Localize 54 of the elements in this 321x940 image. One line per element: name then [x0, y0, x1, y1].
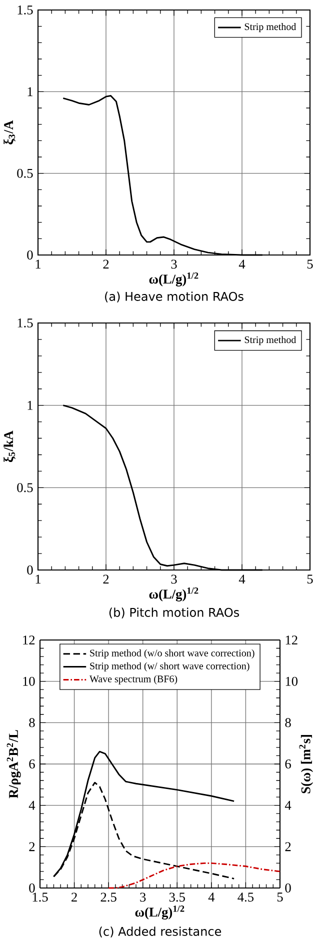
y2-tick-label: 12: [286, 636, 298, 644]
x-tick-label: 4: [238, 574, 246, 584]
y-tick-label: 0: [27, 250, 33, 260]
y2-tick-label: 8: [285, 718, 291, 728]
x-axis-title: ω(L/g)$^{1/2}$: [135, 906, 184, 920]
y-tick-label: 1.5: [18, 6, 33, 15]
text: (b) Pitch motion RAOs: [109, 608, 240, 618]
x-tick-label: 2: [103, 260, 109, 269]
y-tick-label: 0.5: [17, 483, 33, 492]
y-tick-label: 12: [23, 636, 35, 644]
x-tick-label: 5: [307, 260, 313, 269]
y2-tick-label: 6: [285, 760, 291, 768]
y-tick-label: 0: [29, 883, 35, 892]
x-tick-label: 4: [238, 260, 246, 268]
y-tick-label: 0.5: [17, 168, 33, 178]
x-axis-title: ω(L/g)$^{1/2}$: [149, 272, 198, 286]
x-tick-label: 3.5: [169, 892, 185, 902]
x-tick-label: 1: [36, 260, 41, 269]
x-tick-label: 2: [72, 892, 77, 902]
y-tick-label: 8: [29, 718, 35, 728]
text: (a) Heave motion RAOs: [105, 292, 244, 302]
x-tick-label: 2: [103, 574, 109, 584]
legend-label: Strip method: [244, 336, 296, 346]
y2-tick-label: 4: [284, 800, 292, 810]
y-axis-title: R/ρgA$^{2}$B$^{2}$/L: [6, 730, 21, 798]
x-tick-label: 5: [307, 574, 313, 584]
legend-label: Strip method (w/ short wave correction): [90, 662, 250, 672]
x-tick-label: 3: [171, 260, 177, 269]
x-tick-label: 2.5: [100, 892, 116, 902]
y2-tick-label: 10: [286, 676, 298, 686]
y-tick-label: 2: [29, 842, 35, 852]
x-tick-label: 5: [277, 892, 283, 902]
y-axis-title: ξ$_{5}$/kA: [4, 430, 16, 462]
legend-label: Strip method (w/o short wave correction): [90, 649, 254, 658]
y-tick-label: 1: [28, 400, 32, 410]
x-tick-label: 3: [140, 892, 146, 902]
y2-axis-title: S(ω) [m$^{2}$s]: [299, 735, 314, 794]
y-tick-label: 6: [29, 760, 35, 768]
y-tick-label: 10: [23, 676, 35, 686]
x-axis-title: ω(L/g)$^{1/2}$: [149, 587, 198, 602]
y2-tick-label: 0: [285, 883, 291, 892]
x-tick-label: 4: [208, 892, 215, 902]
x-tick-label: 1: [36, 574, 41, 584]
y-tick-label: 1: [28, 87, 32, 96]
legend-label: Wave spectrum (BF6): [89, 675, 178, 684]
y-tick-label: 0: [27, 565, 33, 574]
text: (c) Added resistance: [99, 926, 222, 938]
y2-tick-label: 2: [285, 842, 291, 852]
x-tick-label: 4.5: [238, 892, 254, 902]
x-tick-label: 3: [171, 574, 177, 584]
y-tick-label: 1.5: [18, 318, 33, 328]
y-axis-title: ξ$_{3}$/A: [4, 120, 16, 144]
y-tick-label: 4: [28, 800, 36, 810]
legend-label: Strip method: [244, 23, 296, 32]
